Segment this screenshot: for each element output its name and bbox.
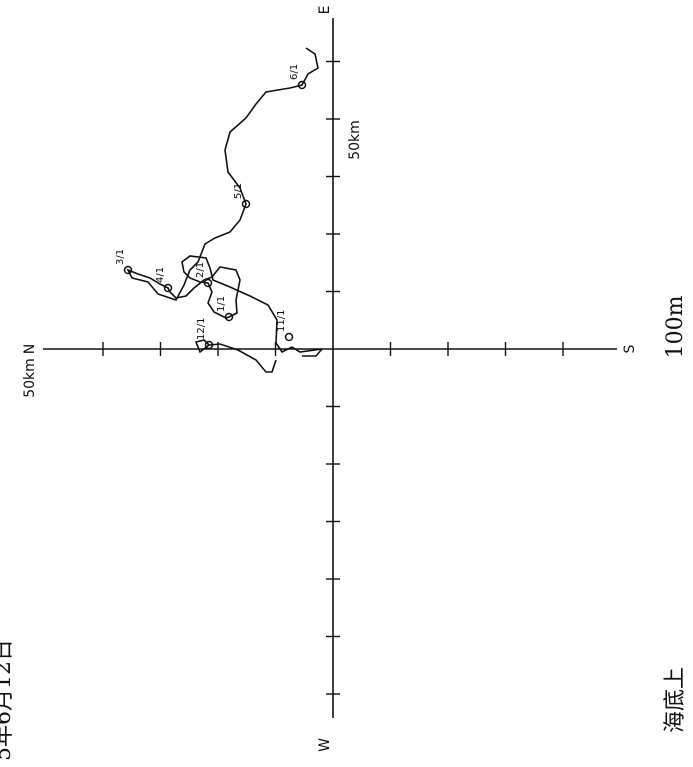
east-label: E [317,6,333,15]
date-marker [203,278,213,288]
date-marker [163,283,173,293]
scale-label: 50km [22,358,38,398]
date-marker [123,265,133,275]
date-marker [284,332,294,342]
date-title: 5年6月12日 [0,639,16,761]
date-label: 5/1 [233,183,244,199]
west-label: W [317,738,333,752]
date-marker [297,80,307,90]
depth-label: 100m [663,295,688,358]
south-label: S [622,344,638,353]
date-label: 2/1 [195,262,206,278]
depth-label: 海底上 [663,667,688,733]
drift-track [126,47,323,373]
date-label: 1/1 [216,296,227,312]
date-marker [224,312,234,322]
north-label: N [22,344,38,354]
date-label: 4/1 [155,267,166,283]
scale-label: 50km [347,120,363,160]
date-label: 11/1 [276,310,287,332]
ticks [102,60,564,695]
date-label: 6/1 [289,64,300,80]
date-markers: 11/1 12/1 1/1 2/1 3/1 4/1 5/1 6/1 [115,64,307,350]
date-marker [241,199,251,209]
date-label: 3/1 [115,249,126,265]
date-label: 12/1 [196,318,207,340]
date-marker [204,340,214,350]
